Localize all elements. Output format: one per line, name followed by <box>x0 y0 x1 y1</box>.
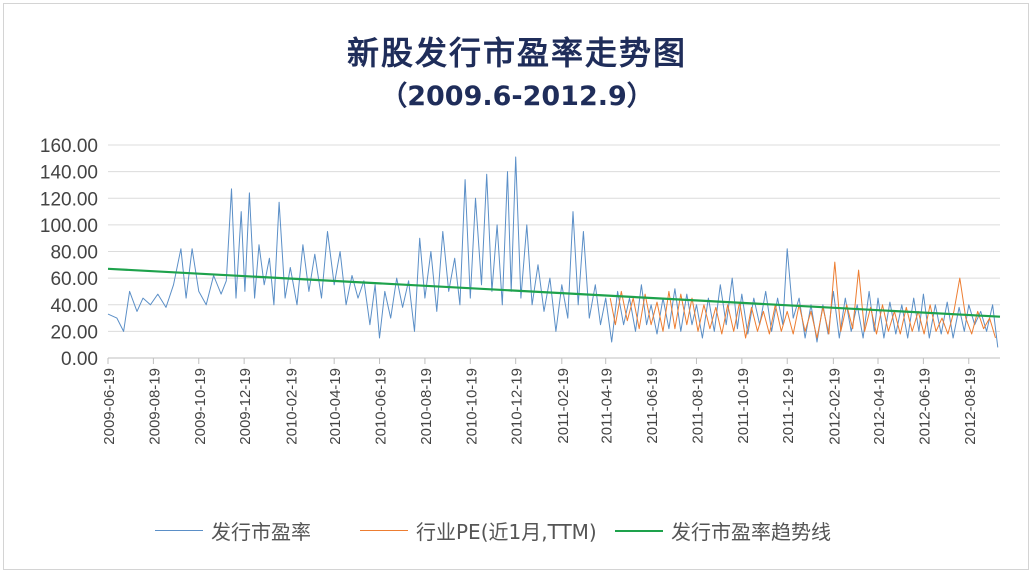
chart-frame <box>3 3 1029 570</box>
y-tick-label: 120.00 <box>40 189 98 210</box>
legend-label-industry-pe: 行业PE(近1月,TTM) <box>416 520 597 544</box>
x-tick-label: 2010-04-19 <box>327 368 344 445</box>
y-tick-label: 20.00 <box>50 322 98 343</box>
legend-label-trend: 发行市盈率趋势线 <box>671 520 831 544</box>
x-tick-label: 2010-12-19 <box>509 368 526 445</box>
legend-swatch-ipo-pe <box>155 530 203 531</box>
x-tick-label: 2011-10-19 <box>735 368 752 444</box>
legend-label-ipo-pe: 发行市盈率 <box>211 520 311 544</box>
y-tick-label: 60.00 <box>50 269 98 290</box>
x-tick-label: 2009-12-19 <box>237 368 254 445</box>
x-tick-label: 2009-10-19 <box>192 368 209 445</box>
x-tick-label: 2012-02-19 <box>826 368 843 445</box>
x-tick-label: 2012-08-19 <box>962 368 979 445</box>
x-tick-label: 2011-08-19 <box>689 368 706 444</box>
x-tick-label: 2011-12-19 <box>780 368 797 444</box>
x-tick-label: 2009-06-19 <box>101 368 118 445</box>
chart-subtitle: （2009.6-2012.9） <box>380 81 654 112</box>
legend-item-industry-pe: 行业PE(近1月,TTM) <box>360 516 597 545</box>
y-tick-label: 40.00 <box>50 296 98 317</box>
x-tick-label: 2011-02-19 <box>555 368 572 444</box>
y-tick-label: 160.00 <box>40 136 98 157</box>
x-tick-label: 2012-04-19 <box>871 368 888 445</box>
legend-item-ipo-pe: 发行市盈率 <box>155 516 311 545</box>
series-line-ipo-pe <box>107 156 999 348</box>
legend-swatch-industry-pe <box>360 530 408 531</box>
legend-item-trend: 发行市盈率趋势线 <box>615 516 831 545</box>
x-tick-label: 2011-04-19 <box>599 368 616 444</box>
chart-title: 新股发行市盈率走势图 <box>346 34 687 72</box>
y-tick-label: 100.00 <box>40 216 98 237</box>
x-tick-label: 2012-06-19 <box>916 368 933 445</box>
y-tick-label: 140.00 <box>40 163 98 184</box>
y-tick-label: 0.00 <box>61 349 98 370</box>
legend-swatch-trend <box>615 529 663 532</box>
chart-legend: 发行市盈率 行业PE(近1月,TTM) 发行市盈率趋势线 <box>0 516 1034 546</box>
x-tick-label: 2010-10-19 <box>463 368 480 445</box>
x-tick-label: 2009-08-19 <box>146 368 163 445</box>
x-tick-label: 2010-02-19 <box>283 368 300 445</box>
series-line-trend <box>107 267 1001 318</box>
y-tick-label: 80.00 <box>50 243 98 264</box>
x-tick-label: 2010-08-19 <box>418 368 435 445</box>
series-line-industry-pe <box>609 261 996 339</box>
x-tick-label: 2010-06-19 <box>373 368 390 445</box>
x-tick-label: 2011-06-19 <box>644 368 661 444</box>
